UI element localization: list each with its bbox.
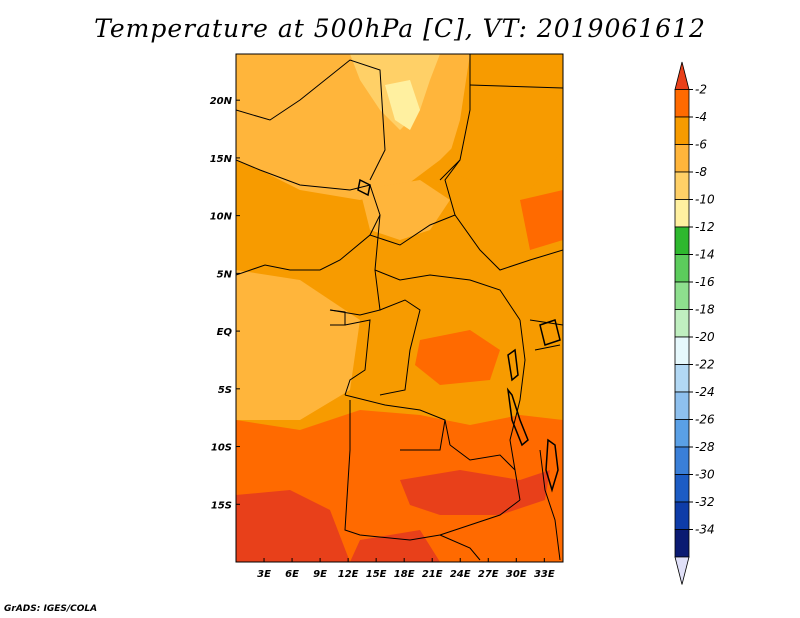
field-zambia (400, 470, 550, 515)
colorbar-swatch (674, 391, 690, 420)
colorbar-label: -10 (695, 193, 715, 207)
x-tick-label: 18E (394, 569, 415, 580)
lake-kivu (507, 348, 519, 382)
x-tick-label: 24E (450, 569, 471, 580)
colorbar-label: -12 (695, 220, 715, 234)
x-tick-label: 21E (422, 569, 443, 580)
chart-title: Temperature at 500hPa [C], VT: 201906161… (94, 14, 706, 43)
colorbar-swatch (674, 89, 690, 118)
field-gulf-coast (236, 270, 360, 420)
grads-credit: GrADS: IGES/COLA (4, 604, 98, 614)
colorbar-extend-bottom (674, 556, 690, 585)
colorbar-swatch (674, 529, 690, 558)
field-ethiopia (520, 190, 563, 250)
colorbar-label: -28 (695, 440, 715, 454)
field-botswana (350, 530, 440, 562)
map-frame (235, 53, 564, 563)
colorbar-swatch (674, 254, 690, 283)
country-borders (236, 54, 563, 561)
y-tick-label: 10N (210, 212, 233, 223)
colorbar-label: -20 (695, 330, 715, 344)
x-axis: 3E 6E 9E 12E 15E 18E 21E 24E 27E 30E 33E (257, 558, 555, 580)
colorbar: -2 -4 -6 -8 -10 -12 -14 -16 -18 -20 -22 -24 -26 -28 -3… (674, 61, 715, 585)
colorbar-swatch (674, 281, 690, 310)
colorbar-swatch (674, 446, 690, 475)
colorbar-swatch (674, 474, 690, 503)
colorbar-label: -14 (695, 248, 715, 262)
colorbar-swatch (674, 144, 690, 173)
y-tick-label: 15N (210, 154, 233, 165)
y-tick-label: 15S (211, 500, 232, 511)
y-tick-label: 20N (210, 96, 233, 107)
colorbar-label: -30 (695, 468, 715, 482)
colorbar-label: -22 (695, 358, 715, 372)
colorbar-swatch (674, 116, 690, 145)
lake-victoria (539, 319, 561, 346)
y-axis: 20N 15N 10N 5N EQ 5S 10S 15S (210, 96, 240, 511)
colorbar-extend-top (674, 61, 690, 90)
colorbar-label: -6 (695, 138, 707, 152)
y-tick-label: EQ (217, 327, 233, 338)
x-tick-label: 12E (338, 569, 359, 580)
colorbar-label: -26 (695, 413, 715, 427)
lake-malawi (545, 438, 559, 493)
colorbar-label: -34 (695, 523, 715, 537)
colorbar-label: -18 (695, 303, 715, 317)
field-chad (360, 180, 450, 240)
field-sahara-core (385, 80, 420, 130)
x-tick-label: 33E (534, 569, 555, 580)
field-namibia (236, 490, 350, 562)
colorbar-label: -24 (695, 385, 715, 399)
colorbar-swatch (674, 309, 690, 338)
x-tick-label: 30E (506, 569, 527, 580)
colorbar-swatch (674, 171, 690, 200)
y-tick-label: 10S (211, 443, 232, 454)
colorbar-label: -4 (695, 110, 707, 124)
colorbar-swatch (674, 226, 690, 255)
colorbar-swatch (674, 419, 690, 448)
colorbar-label: -2 (695, 83, 707, 97)
colorbar-label: -32 (695, 495, 715, 509)
x-tick-label: 9E (313, 569, 327, 580)
colorbar-swatch (674, 199, 690, 228)
x-tick-label: 27E (478, 569, 499, 580)
field-northeast (445, 54, 563, 200)
colorbar-swatch (674, 501, 690, 530)
temperature-map (236, 54, 563, 562)
lake-chad (357, 178, 371, 197)
field-congo-east (415, 330, 500, 385)
x-tick-label: 3E (257, 569, 271, 580)
colorbar-swatch (674, 336, 690, 365)
colorbar-swatch (674, 364, 690, 393)
colorbar-label: -8 (695, 165, 707, 179)
y-tick-label: 5N (217, 269, 233, 280)
x-tick-label: 6E (285, 569, 299, 580)
colorbar-label: -16 (695, 275, 715, 289)
x-tick-label: 15E (366, 569, 387, 580)
lake-tanganyika (506, 387, 529, 447)
y-tick-label: 5S (218, 385, 232, 396)
